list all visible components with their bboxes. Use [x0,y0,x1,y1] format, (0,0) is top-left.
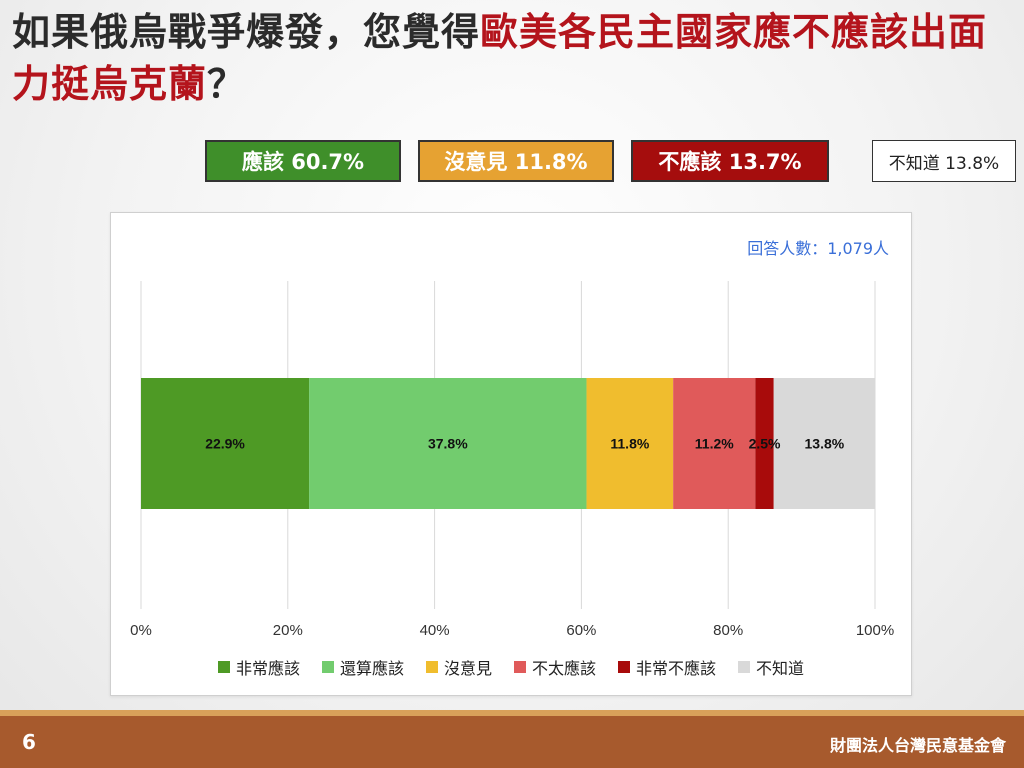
legend-item: 沒意見 [425,655,492,679]
bar-segment [309,378,587,509]
legend-label: 不知道 [756,659,805,678]
x-tick-label: 80% [713,622,743,639]
stacked-bar-chart: 0% 20% 40% 60% 80% 100% 22.9% 37.8% 11.8% 11.2% 2.… [130,281,894,639]
legend-label: 不太應該 [532,659,597,678]
bar-data-label: 13.8% [805,436,845,452]
summary-box-dont-know: 不知道 13.8% [872,140,1016,182]
bar-data-label: 37.8% [428,436,468,452]
bar-data-label: 11.8% [610,436,649,452]
bar-data-label: 11.2% [695,436,734,452]
bar-data-label: 22.9% [205,436,245,452]
legend-swatch [217,661,230,673]
summary-label: 不知道 13.8% [888,153,1000,174]
bar-segment [755,378,774,509]
summary-box-should: 應該 60.7% [205,140,401,182]
legend-swatch [514,661,526,673]
title-part2: ？ [207,62,247,106]
summary-label: 沒意見 11.8% [444,150,588,174]
legend-label: 非常不應該 [636,659,717,678]
bar-segment [673,378,756,509]
chart-card: 回答人數：1,079人 0% 20% 40% 60% 80% 100% 22.9% 37.8%… [110,212,912,696]
title-highlight: 歐美各民主國家應不應該出面力挺烏克蘭 [12,10,988,106]
legend-swatch [425,661,438,673]
x-tick-label: 20% [273,622,303,639]
bar-segment [773,378,875,509]
legend-swatch [618,661,631,673]
bar-segment [141,378,310,509]
x-tick-label: 40% [420,622,450,639]
legend-item: 非常應該 [217,655,300,679]
footer-accent-line [0,710,1024,716]
title-part1: 如果俄烏戰爭爆發，您覺得 [12,10,481,54]
legend-item: 不太應該 [514,655,596,679]
legend-label: 還算應該 [339,659,404,678]
legend-item: 不知道 [738,655,804,679]
footer-bar: 6 財團法人台灣民意基金會 [0,716,1024,768]
summary-label: 應該 60.7% [241,150,365,174]
page-title: 如果俄烏戰爭爆發，您覺得歐美各民主國家應不應該出面力挺烏克蘭？ [12,6,1012,110]
x-tick-label: 60% [566,622,596,639]
legend-swatch [321,661,334,673]
summary-box-no-opinion: 沒意見 11.8% [418,140,614,182]
x-tick-label: 0% [130,622,152,639]
respondent-count: 回答人數：1,079人 [747,239,889,258]
legend-item: 還算應該 [321,655,404,679]
legend-swatch [738,661,751,673]
summary-box-should-not: 不應該 13.7% [631,140,829,182]
legend-label: 沒意見 [443,659,492,678]
legend-item: 非常不應該 [618,655,716,679]
x-tick-label: 100% [856,622,894,639]
page-number: 6 [22,730,36,754]
bar-data-label: 2.5% [749,436,781,452]
organization-name: 財團法人台灣民意基金會 [829,736,1006,755]
bar-segment [586,378,674,509]
legend-label: 非常應該 [235,659,300,678]
summary-label: 不應該 13.7% [658,150,802,174]
chart-legend: 非常應該 還算應該 沒意見 不太應該 非常不應該 不知道 [111,655,911,679]
